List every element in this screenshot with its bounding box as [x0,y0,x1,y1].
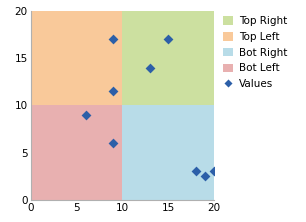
Legend: Top Right, Top Left, Bot Right, Bot Left, Values: Top Right, Top Left, Bot Right, Bot Left… [223,16,287,89]
Point [111,141,116,145]
Point [147,66,152,69]
Point [83,113,88,117]
Point [212,170,217,173]
Point [203,174,207,178]
Point [166,38,171,41]
Point [193,170,198,173]
Point [111,89,116,93]
Point [111,38,116,41]
